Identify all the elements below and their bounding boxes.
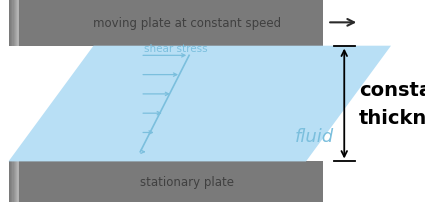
Text: thickness: thickness — [359, 109, 425, 128]
Bar — [10, 162, 19, 202]
Bar — [10, 0, 19, 46]
Text: shear stress: shear stress — [144, 44, 208, 54]
Text: constant: constant — [359, 80, 425, 99]
Bar — [14, 0, 19, 46]
Bar — [8, 0, 19, 46]
Bar — [11, 0, 19, 46]
Bar — [15, 0, 19, 46]
Polygon shape — [8, 46, 391, 162]
Bar — [17, 0, 19, 46]
Bar — [16, 162, 19, 202]
Bar — [8, 0, 323, 46]
Text: stationary plate: stationary plate — [140, 175, 234, 188]
Text: fluid: fluid — [295, 127, 334, 145]
Bar — [17, 162, 19, 202]
Bar — [14, 162, 19, 202]
Bar — [11, 162, 19, 202]
Bar — [15, 162, 19, 202]
Bar — [12, 162, 19, 202]
Bar — [8, 162, 323, 202]
Bar — [12, 0, 19, 46]
Bar — [16, 0, 19, 46]
Bar — [8, 162, 19, 202]
Text: moving plate at constant speed: moving plate at constant speed — [93, 17, 281, 30]
